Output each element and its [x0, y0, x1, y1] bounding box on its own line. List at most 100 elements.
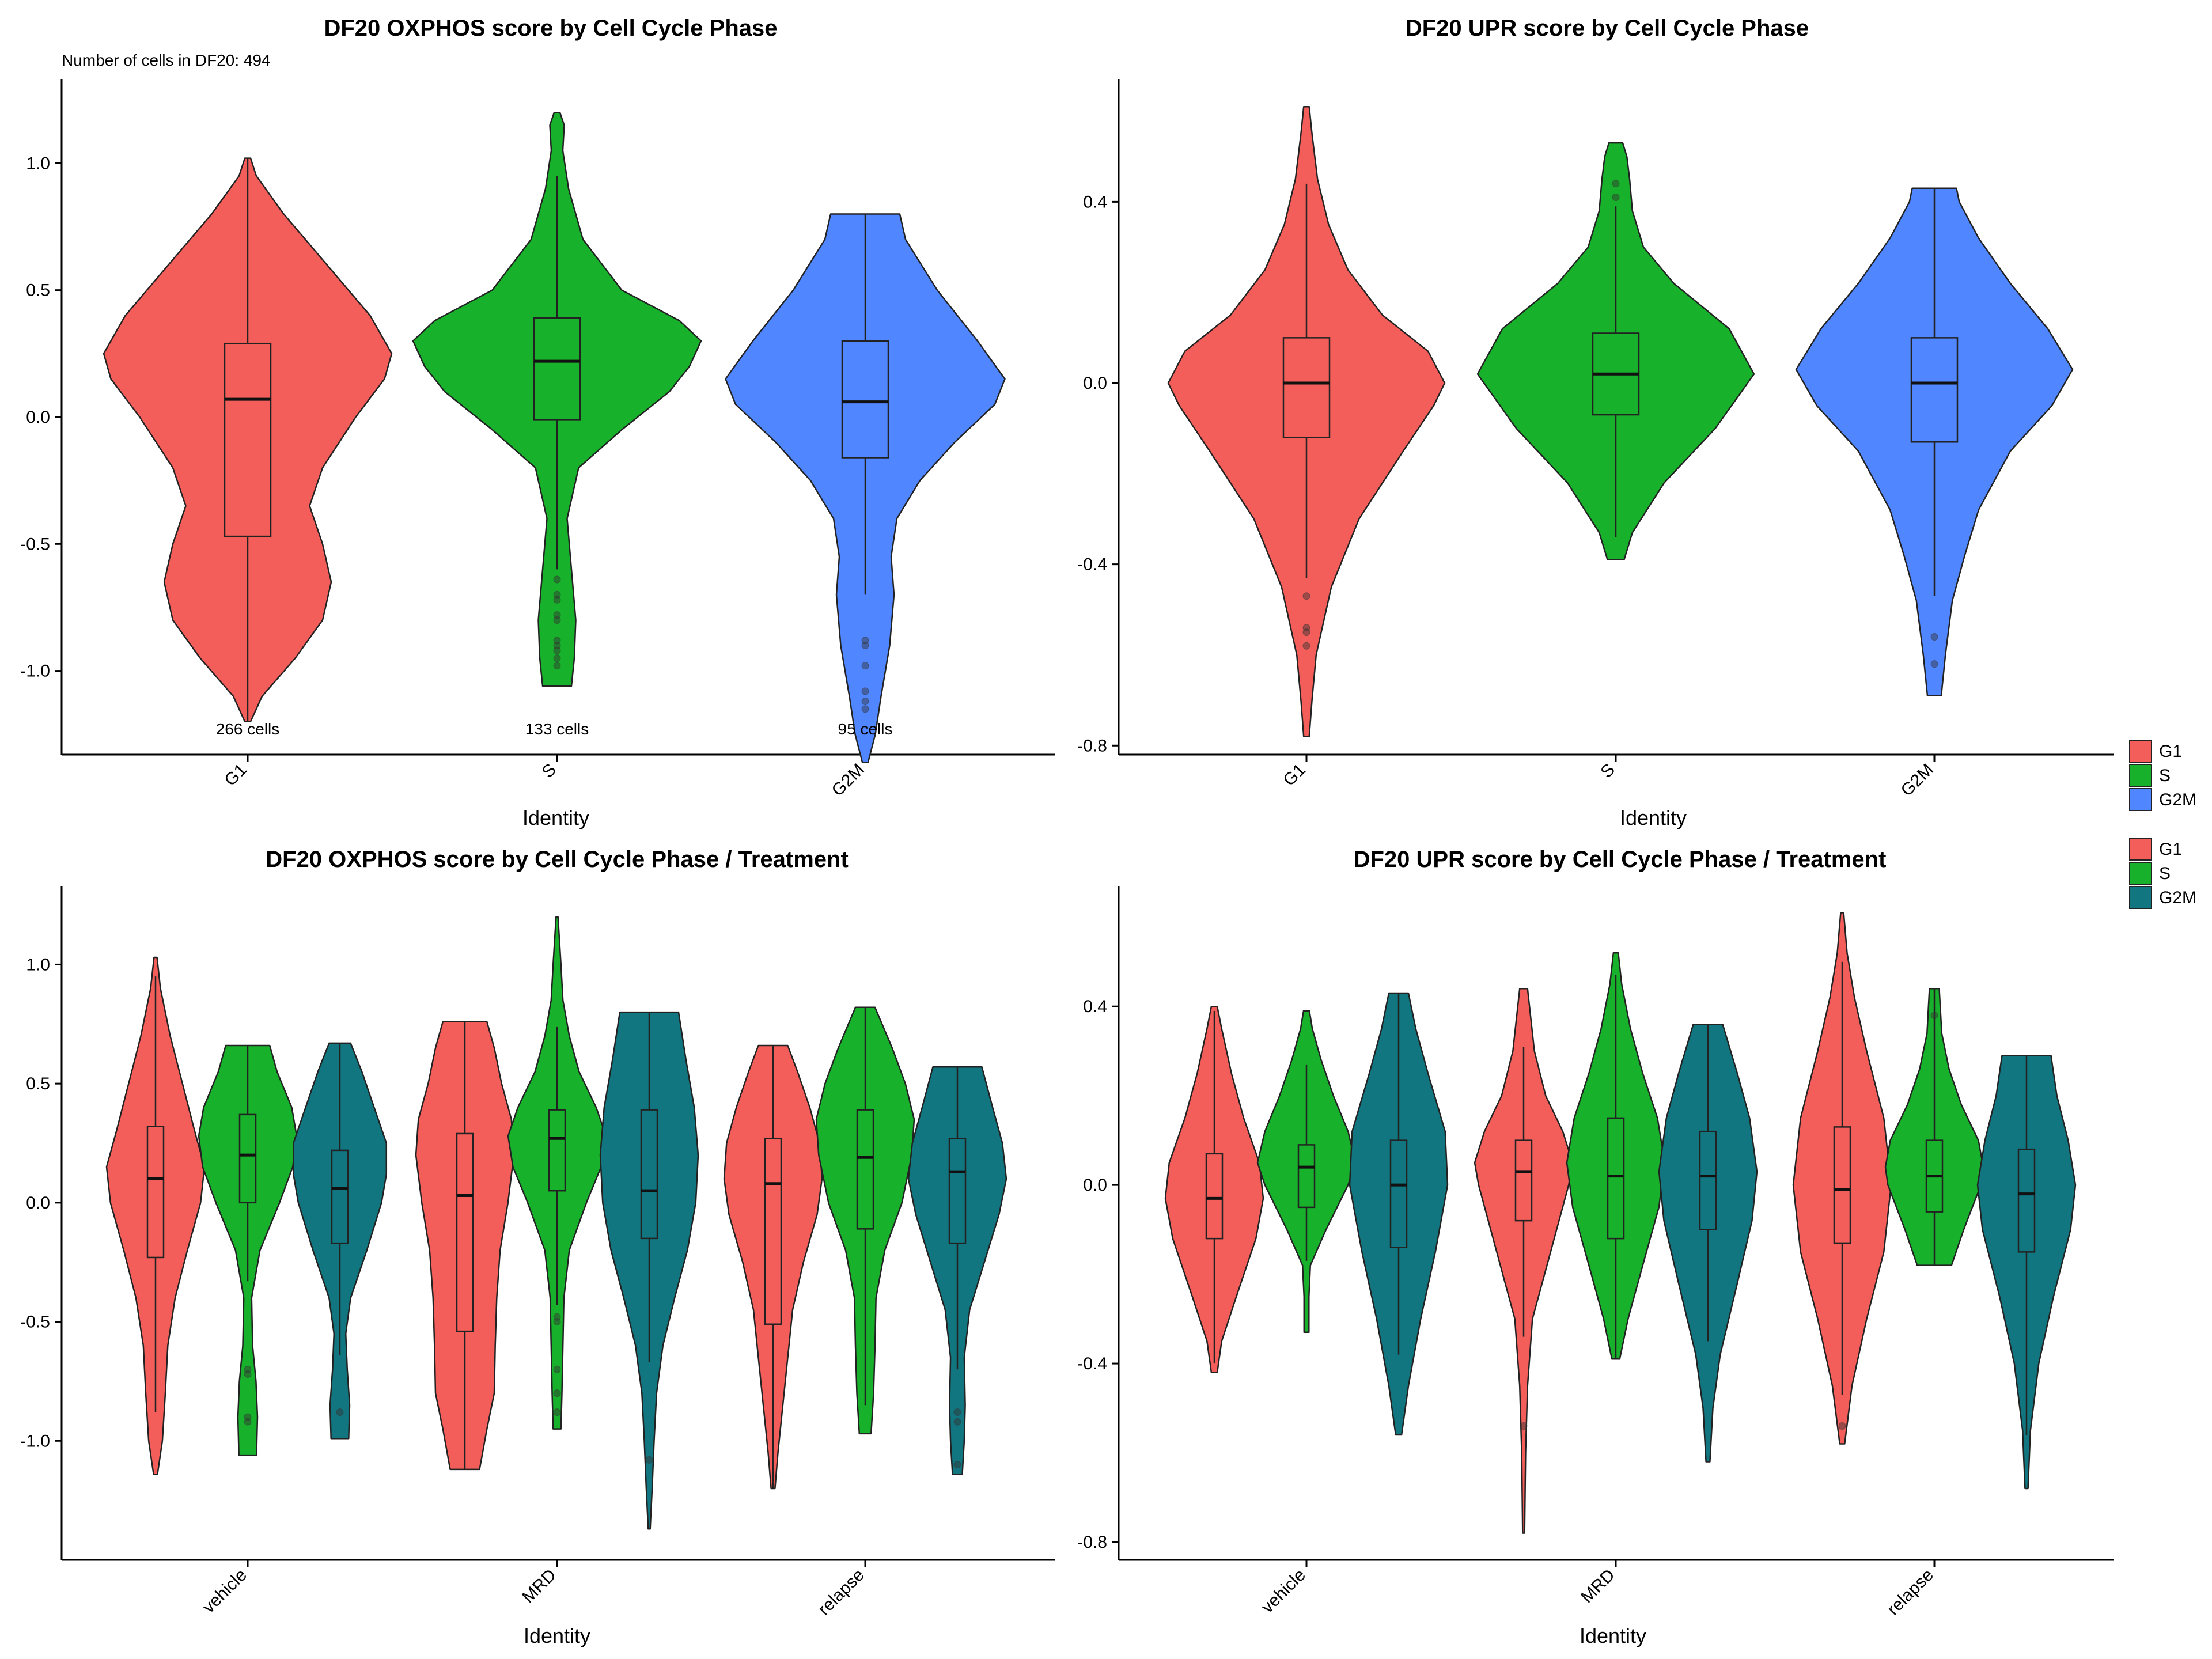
violin-shape — [723, 1044, 823, 1490]
box — [1389, 1139, 1408, 1248]
box — [533, 317, 581, 421]
violin-shape — [1164, 1005, 1264, 1373]
legend-label: S — [2159, 864, 2171, 883]
y-tick-label: -0.4 — [1077, 555, 1107, 574]
box — [146, 1126, 165, 1259]
outlier-point — [553, 1318, 561, 1326]
violin-shape — [1256, 1010, 1357, 1334]
box — [1699, 1130, 1717, 1230]
panel-oxphos-treatment: DF20 OXPHOS score by Cell Cycle Phase / … — [20, 847, 1055, 1647]
outlier-point — [553, 654, 561, 662]
cell-count-label: 266 cells — [216, 720, 280, 738]
outlier-point — [861, 642, 869, 650]
outlier-point — [861, 687, 869, 695]
panel-oxphos-phase: DF20 OXPHOS score by Cell Cycle Phase Nu… — [20, 16, 1055, 830]
box — [1514, 1139, 1533, 1222]
outlier-point — [1612, 180, 1620, 188]
outlier-point — [645, 1456, 653, 1464]
outlier-point — [1930, 632, 1938, 641]
panel-title: DF20 OXPHOS score by Cell Cycle Phase — [324, 16, 777, 41]
panel-title: DF20 UPR score by Cell Cycle Phase / Tre… — [1354, 847, 1887, 872]
box — [1607, 1117, 1625, 1240]
outlier-point — [553, 616, 561, 624]
outlier-point — [1302, 642, 1310, 650]
panel-upr-phase: DF20 UPR score by Cell Cycle Phase 0.4 0.… — [1077, 16, 2114, 830]
box — [2017, 1148, 2036, 1253]
violin-shape — [415, 1021, 515, 1471]
y-tick-label: 0.5 — [26, 1074, 50, 1093]
box — [948, 1137, 967, 1244]
legend-label: G2M — [2159, 888, 2196, 907]
outlier-point — [861, 705, 869, 713]
y-tick-label: 0.0 — [26, 1194, 50, 1213]
y-tick-label: 0.4 — [1083, 997, 1107, 1016]
legend-swatch — [2129, 838, 2152, 861]
panel-title: DF20 UPR score by Cell Cycle Phase — [1406, 16, 1809, 41]
outlier-point — [336, 1408, 344, 1416]
outlier-point — [1520, 1422, 1528, 1430]
y-tick-label: 1.0 — [26, 955, 50, 974]
panel-subtitle: Number of cells in DF20: 494 — [62, 51, 271, 69]
y-tick-label: -0.5 — [20, 535, 50, 554]
panel-upr-treatment: DF20 UPR score by Cell Cycle Phase / Tre… — [1077, 847, 2114, 1647]
outlier-point — [1302, 592, 1310, 600]
legend-swatch — [2129, 740, 2152, 763]
box — [1833, 1126, 1851, 1244]
outlier-point — [1930, 660, 1938, 668]
outlier-point — [553, 611, 561, 619]
box — [456, 1132, 474, 1332]
legend-label: G1 — [2159, 840, 2182, 859]
y-tick-label: 0.0 — [1083, 1176, 1107, 1195]
y-tick-label: 0.0 — [1083, 374, 1107, 393]
x-axis-label: Identity — [1620, 806, 1687, 830]
violin-shape — [412, 112, 702, 687]
box — [1297, 1144, 1316, 1209]
outlier-point — [553, 646, 561, 654]
box — [238, 1113, 257, 1204]
x-axis-label: Identity — [524, 1624, 590, 1647]
outlier-point — [244, 1370, 252, 1378]
outlier-point — [553, 662, 561, 670]
outlier-point — [861, 697, 869, 705]
box — [548, 1109, 566, 1192]
legend-phase-bottom: G1 S G2M — [2129, 838, 2196, 909]
outlier-point — [553, 590, 561, 599]
violin-shape — [1349, 992, 1449, 1436]
outlier-point — [1302, 628, 1310, 637]
y-tick-label: 0.4 — [1083, 192, 1107, 211]
panel-title: DF20 OXPHOS score by Cell Cycle Phase / … — [266, 847, 849, 872]
violin-shape — [1476, 142, 1755, 561]
box — [331, 1149, 349, 1244]
outlier-point — [953, 1461, 961, 1469]
outlier-point — [1930, 1012, 1938, 1020]
box — [856, 1109, 874, 1230]
legend-label: S — [2159, 766, 2171, 785]
outlier-point — [861, 662, 869, 670]
box — [224, 342, 272, 537]
box — [640, 1109, 658, 1240]
x-axis-label: Identity — [522, 806, 589, 830]
outlier-point — [244, 1418, 252, 1426]
cell-count-label: 133 cells — [525, 720, 589, 738]
y-tick-label: 0.0 — [26, 408, 50, 427]
y-tick-label: -1.0 — [20, 1431, 50, 1450]
y-tick-label: -0.4 — [1077, 1354, 1107, 1373]
violin-shape — [507, 916, 607, 1430]
legend-phase-top: G1 S G2M — [2129, 740, 2196, 811]
outlier-point — [553, 1389, 561, 1397]
cell-count-label: 95 cells — [838, 720, 893, 738]
violin-shape — [103, 157, 393, 722]
y-tick-label: 1.0 — [26, 154, 50, 173]
outlier-point — [861, 637, 869, 645]
box — [1910, 337, 1959, 443]
y-tick-label: -0.5 — [20, 1313, 50, 1332]
outlier-point — [1612, 194, 1620, 202]
outlier-point — [953, 1418, 961, 1426]
box — [1205, 1153, 1224, 1240]
violin-shape — [815, 1006, 915, 1435]
legend-label: G1 — [2159, 742, 2182, 761]
